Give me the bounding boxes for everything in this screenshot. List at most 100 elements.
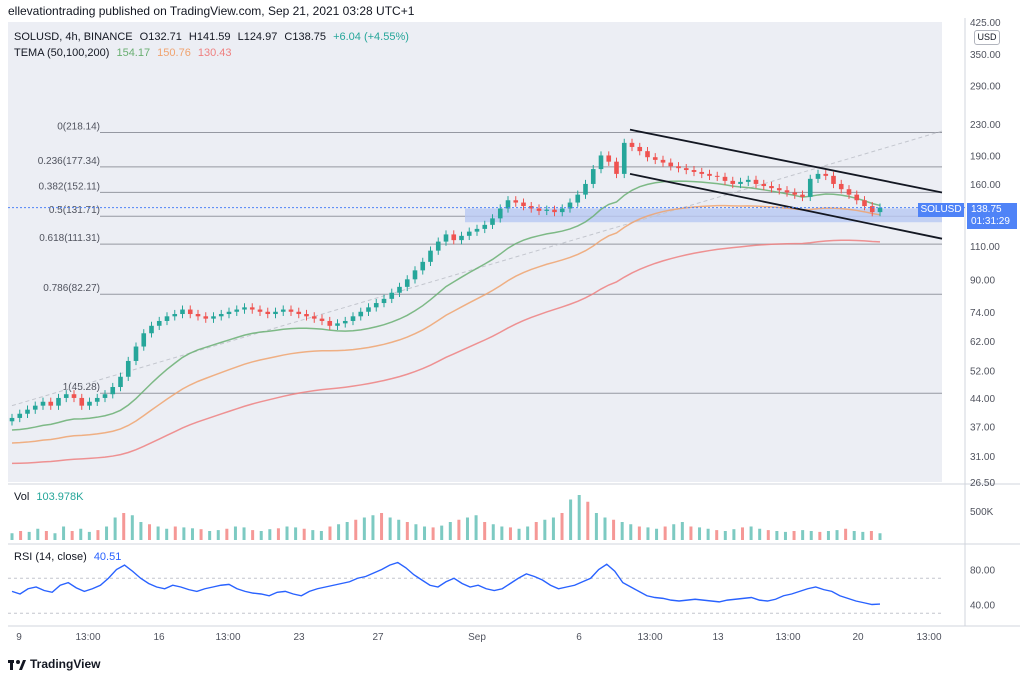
- volume-bar: [457, 519, 461, 540]
- candle-body: [652, 157, 658, 160]
- volume-bar: [62, 526, 66, 540]
- candle-body: [831, 175, 836, 184]
- volume-bar: [491, 524, 495, 540]
- candle-body: [714, 175, 720, 177]
- candle-body: [428, 250, 433, 262]
- volume-bar: [294, 527, 298, 540]
- candle-body: [381, 298, 387, 304]
- price-axis-tick: 62.00: [970, 337, 995, 348]
- candle-body: [513, 200, 519, 203]
- volume-bar: [242, 527, 246, 540]
- volume-bar: [190, 528, 194, 540]
- fib-level-label: 1(45.28): [63, 382, 100, 393]
- candle-body: [389, 292, 395, 299]
- volume-bar: [586, 501, 590, 540]
- candle-body: [94, 397, 100, 402]
- volume-bar: [723, 531, 727, 540]
- tema-100-line: [11, 204, 881, 444]
- volume-bar: [835, 530, 839, 540]
- volume-bar: [758, 528, 762, 540]
- tema-legend: TEMA (50,100,200) 154.17 150.76 130.43: [14, 47, 236, 59]
- candle-body: [606, 155, 612, 162]
- volume-bar: [44, 531, 48, 540]
- candle-body: [490, 218, 495, 225]
- candle-body: [304, 314, 309, 317]
- volume-bar: [680, 522, 684, 540]
- candle-body: [156, 320, 162, 326]
- candle-body: [172, 314, 178, 317]
- ohlc-close: C138.75: [284, 31, 326, 43]
- candle-body: [877, 207, 883, 213]
- candle-body: [63, 394, 69, 398]
- volume-label: Vol: [14, 491, 30, 503]
- fib-level-label: 0(218.14): [57, 122, 100, 133]
- fib-level-label: 0.5(131.71): [49, 205, 100, 216]
- candle-body: [792, 192, 798, 195]
- candle-body: [280, 309, 286, 312]
- volume-bar: [526, 526, 530, 540]
- candle-body: [846, 189, 852, 195]
- candle-body: [48, 401, 54, 406]
- candle-body: [71, 394, 77, 398]
- volume-bar: [36, 528, 40, 540]
- volume-bar: [783, 531, 787, 540]
- volume-legend: Vol 103.978K: [14, 491, 87, 503]
- candle-body: [133, 346, 139, 361]
- volume-bar: [672, 524, 676, 540]
- price-axis-tick: 52.00: [970, 366, 995, 377]
- volume-bar: [199, 529, 203, 540]
- price-axis-tick: 74.00: [970, 308, 995, 319]
- ohlc-high: H141.59: [188, 31, 231, 43]
- candle-body: [683, 168, 689, 171]
- volume-bar: [500, 526, 504, 540]
- candle-body: [180, 309, 185, 315]
- volume-bar: [809, 531, 813, 540]
- volume-bar: [79, 528, 83, 540]
- footer-brand[interactable]: TradingView: [8, 657, 100, 671]
- volume-bar: [569, 499, 573, 540]
- volume-bar: [431, 527, 435, 540]
- candle-body: [435, 241, 441, 251]
- candle-body: [87, 401, 92, 406]
- volume-bar: [216, 530, 220, 540]
- volume-bar: [663, 526, 667, 540]
- volume-bar: [87, 531, 91, 540]
- candle-body: [869, 206, 875, 213]
- price-axis-tick: 290.00: [970, 81, 1001, 92]
- candle-body: [32, 405, 38, 410]
- candle-body: [699, 171, 705, 174]
- last-price-tag: 138.75 01:31:29: [967, 203, 1017, 229]
- volume-bar: [53, 533, 57, 540]
- volume-bar: [70, 531, 74, 540]
- volume-bar: [27, 531, 31, 540]
- volume-bar: [311, 530, 315, 540]
- rsi-axis-tick: 40.00: [970, 601, 995, 612]
- candle-body: [102, 394, 108, 398]
- volume-bar: [233, 526, 237, 540]
- candle-body: [397, 286, 402, 293]
- volume-bar: [465, 517, 469, 540]
- volume-bar: [543, 519, 547, 540]
- publish-header: ellevationtrading published on TradingVi…: [8, 4, 415, 18]
- candle-body: [149, 325, 154, 334]
- volume-bar: [818, 531, 822, 540]
- volume-bar: [362, 517, 366, 540]
- candle-body: [110, 387, 116, 395]
- currency-badge[interactable]: USD: [974, 30, 1000, 45]
- candle-body: [660, 159, 666, 163]
- volume-bar: [620, 522, 624, 540]
- volume-bar: [629, 524, 633, 540]
- volume-bar: [165, 528, 169, 540]
- volume-bar: [380, 513, 384, 540]
- volume-bar: [689, 526, 693, 540]
- volume-bar: [354, 519, 358, 540]
- price-axis-tick: 350.00: [970, 50, 1001, 61]
- time-axis-tick: 13:00: [75, 632, 100, 643]
- candle-body: [854, 194, 860, 201]
- candle-body: [118, 376, 123, 388]
- volume-bar: [388, 517, 392, 540]
- time-axis-tick: 6: [576, 632, 582, 643]
- candle-body: [474, 228, 480, 232]
- fib-level-label: 0.786(82.27): [43, 283, 100, 294]
